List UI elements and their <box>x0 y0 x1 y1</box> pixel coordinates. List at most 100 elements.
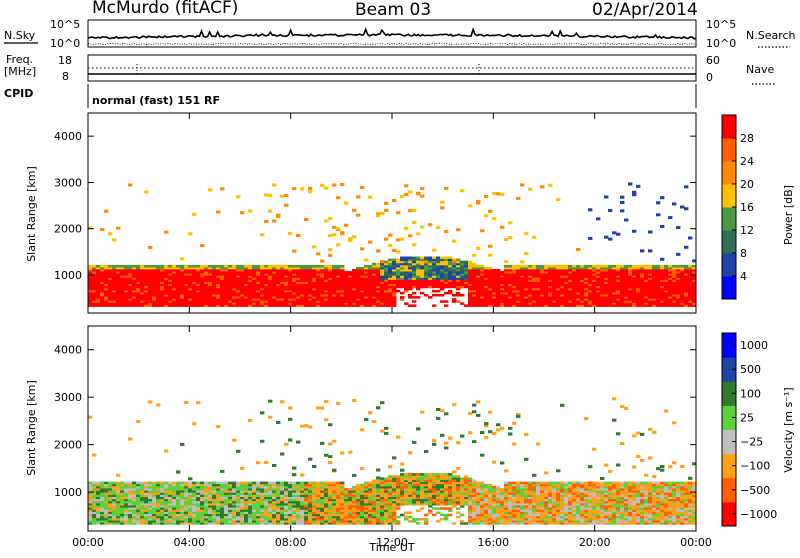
cpid-panel: CPID normal (fast) 151 RF <box>4 84 696 108</box>
range-time-cell <box>200 501 204 504</box>
range-time-cell <box>464 261 468 264</box>
range-time-cell <box>396 475 400 478</box>
range-time-cell <box>180 482 184 485</box>
range-time-cell <box>132 495 136 498</box>
range-time-cell <box>260 495 264 498</box>
range-time-cell <box>240 518 244 521</box>
range-time-cell <box>396 501 400 504</box>
range-time-cell <box>236 488 240 491</box>
noise-left-tick-bottom: 10^0 <box>50 37 80 50</box>
range-time-cell <box>376 518 380 521</box>
range-time-cell <box>516 265 520 268</box>
range-time-cell <box>588 208 592 211</box>
range-time-cell <box>144 501 148 504</box>
range-time-cell <box>92 518 96 521</box>
range-time-cell <box>408 294 412 297</box>
range-time-cell <box>208 518 212 521</box>
range-time-cell <box>204 484 208 487</box>
range-time-cell <box>364 484 368 487</box>
power-colorbar-label: Power [dB] <box>782 185 795 245</box>
range-time-cell <box>416 257 420 260</box>
range-time-cell <box>204 507 208 510</box>
range-time-cell <box>308 482 312 485</box>
range-time-cell <box>248 419 252 422</box>
range-time-cell <box>284 265 288 268</box>
range-time-cell <box>636 265 640 268</box>
range-time-cell <box>620 196 624 199</box>
range-time-cell <box>540 265 544 268</box>
range-time-cell <box>96 507 100 510</box>
range-time-cell <box>372 480 376 483</box>
range-time-cell <box>236 195 240 198</box>
range-time-cell <box>320 442 324 445</box>
range-time-cell <box>360 428 364 431</box>
range-time-cell <box>204 482 208 485</box>
range-time-cell <box>384 507 388 510</box>
range-time-cell <box>156 507 160 510</box>
range-time-cell <box>388 507 392 510</box>
range-time-cell <box>124 518 128 521</box>
range-time-cell <box>204 265 208 268</box>
range-time-cell <box>276 488 280 491</box>
range-time-cell <box>352 235 356 238</box>
range-time-cell <box>164 231 168 234</box>
range-time-cell <box>412 296 416 299</box>
range-time-cell <box>280 265 284 268</box>
range-time-cell <box>376 484 380 487</box>
range-time-cell <box>252 507 256 510</box>
range-time-cell <box>336 265 340 268</box>
range-time-cell <box>384 484 388 487</box>
range-time-cell <box>248 484 252 487</box>
range-time-cell <box>488 267 492 270</box>
range-time-cell <box>300 518 304 521</box>
range-time-cell <box>200 484 204 487</box>
range-time-cell <box>216 501 220 504</box>
range-time-cell <box>304 484 308 487</box>
range-time-cell <box>308 501 312 504</box>
range-time-cell <box>200 495 204 498</box>
range-time-cell <box>168 518 172 521</box>
range-time-cell <box>292 501 296 504</box>
range-time-cell <box>648 231 652 234</box>
range-time-cell <box>232 507 236 510</box>
range-time-cell <box>296 518 300 521</box>
range-time-cell <box>248 495 252 498</box>
range-time-cell <box>164 495 168 498</box>
range-time-cell <box>384 202 388 205</box>
range-time-cell <box>192 422 196 425</box>
range-time-cell <box>112 495 116 498</box>
range-time-cell <box>188 495 192 498</box>
range-time-cell <box>152 265 156 268</box>
range-time-cell <box>116 507 120 510</box>
range-time-cell <box>436 294 440 297</box>
range-time-cell <box>340 514 344 517</box>
range-time-cell <box>420 488 424 491</box>
range-time-cell <box>264 501 268 504</box>
range-time-cell <box>364 518 368 521</box>
range-time-cell <box>420 484 424 487</box>
range-time-cell <box>320 482 324 485</box>
range-time-cell <box>412 209 416 212</box>
range-time-cell <box>112 514 116 517</box>
range-time-cell <box>288 482 292 485</box>
range-time-cell <box>280 518 284 521</box>
range-time-cell <box>184 518 188 521</box>
range-time-cell <box>552 265 556 268</box>
range-time-cell <box>260 488 264 491</box>
range-time-cell <box>332 184 336 187</box>
range-time-cell <box>120 488 124 491</box>
range-time-cell <box>500 226 504 229</box>
range-time-cell <box>396 238 400 241</box>
range-time-cell <box>456 228 460 231</box>
range-time-cell <box>296 441 300 444</box>
range-time-cell <box>316 265 320 268</box>
range-time-cell <box>104 488 108 491</box>
range-time-cell <box>100 484 104 487</box>
range-time-cell <box>400 296 404 299</box>
range-time-cell <box>644 265 648 268</box>
range-time-cell <box>420 226 424 229</box>
range-time-cell <box>148 514 152 517</box>
range-time-cell <box>328 234 332 237</box>
range-time-cell <box>676 226 680 229</box>
range-time-cell <box>128 438 132 441</box>
